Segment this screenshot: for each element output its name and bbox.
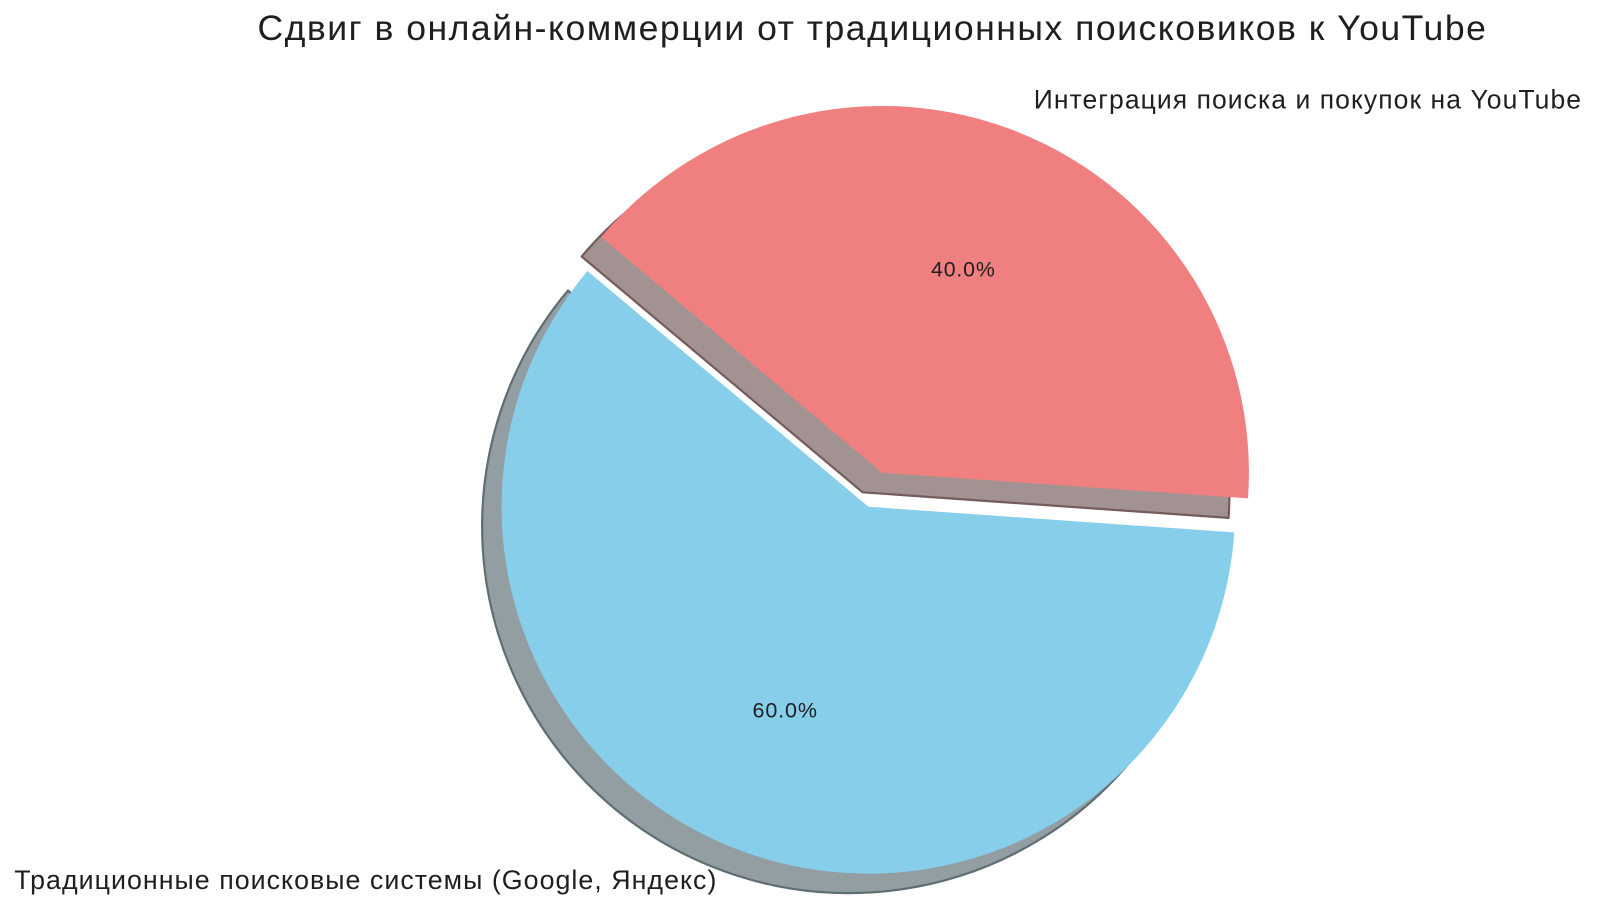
svg-text:Традиционные поисковые системы: Традиционные поисковые системы (Google, … xyxy=(14,865,716,895)
svg-text:Сдвиг в онлайн-коммерции от тр: Сдвиг в онлайн-коммерции от традиционных… xyxy=(258,8,1486,48)
svg-text:Интеграция поиска и покупок на: Интеграция поиска и покупок на YouTube xyxy=(1034,84,1581,114)
svg-text:40.0%: 40.0% xyxy=(931,257,995,281)
svg-text:60.0%: 60.0% xyxy=(753,699,818,723)
